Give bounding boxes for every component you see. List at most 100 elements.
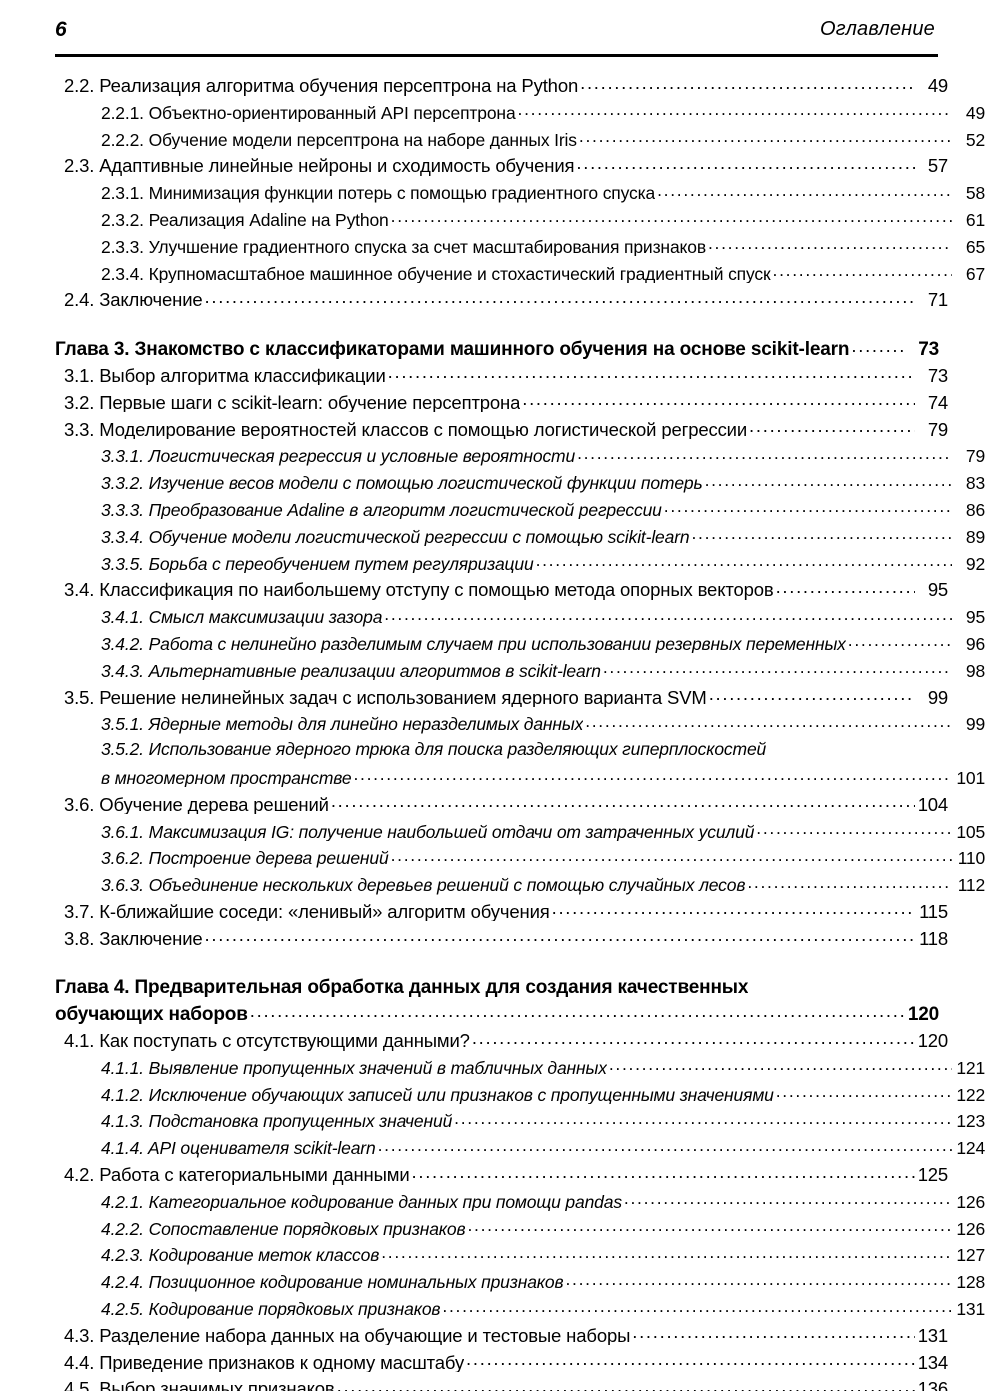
toc-entry[interactable]: 4.5. Выбор значимых признаков 136 xyxy=(55,1379,948,1391)
toc-entry[interactable]: 4.1.3. Подстановка пропущенных значений 1… xyxy=(55,1111,985,1138)
toc-entry-page-number: 73 xyxy=(927,365,948,386)
toc-entry-title: 3.3.1. Логистическая регрессия и условны… xyxy=(101,448,576,466)
toc-entry[interactable]: 3.4. Классификация по наибольшему отступ… xyxy=(55,580,948,607)
toc-entry[interactable]: обучающих наборов 120 xyxy=(55,1004,939,1031)
toc-entry[interactable]: 2.3.2. Реализация Adaline на Python 61 xyxy=(55,210,985,237)
dot-leader xyxy=(756,822,952,838)
toc-entry-page-number: 118 xyxy=(919,928,948,949)
toc-entry-title: 2.2. Реализация алгоритма обучения персе… xyxy=(64,77,579,96)
toc-entry[interactable]: 2.2.2. Обучение модели персептрона на на… xyxy=(55,130,985,157)
toc-entry-page-number: 136 xyxy=(917,1379,948,1391)
dot-leader xyxy=(749,420,915,436)
dot-leader xyxy=(205,929,915,945)
toc-entry-page-number: 98 xyxy=(965,660,985,681)
toc-entry[interactable]: 3.5.1. Ядерные методы для линейно неразд… xyxy=(55,714,985,741)
toc-entry-title: 4.2.1. Категориальное кодирование данных… xyxy=(101,1193,622,1212)
dot-leader xyxy=(388,366,915,382)
page-number: 6 xyxy=(55,18,67,41)
dot-leader xyxy=(454,1111,952,1127)
toc-entry[interactable]: 4.1.4. API оценивателя scikit-learn 124 xyxy=(55,1138,985,1165)
toc-entry[interactable]: 3.3.2. Изучение весов модели с помощью л… xyxy=(55,473,985,500)
dot-leader xyxy=(205,290,915,306)
toc-entry[interactable]: 2.2. Реализация алгоритма обучения персе… xyxy=(55,76,948,103)
toc-entry-page-number: 86 xyxy=(965,499,985,520)
toc-entry[interactable]: 4.1.1. Выявление пропущенных значений в … xyxy=(55,1058,985,1085)
toc-entry[interactable]: 3.2. Первые шаги с scikit-learn: обучени… xyxy=(55,393,948,420)
chapter-spacer xyxy=(55,956,939,978)
toc-entry[interactable]: 3.5.2. Использование ядерного трюка для … xyxy=(55,741,985,768)
toc-entry-page-number: 126 xyxy=(956,1191,985,1212)
toc-entry-title: 3.4.3. Альтернативные реализации алгорит… xyxy=(101,662,601,681)
toc-entry-title: 3.6.3. Объединение нескольких деревьев р… xyxy=(101,877,746,895)
dot-leader xyxy=(442,1299,952,1315)
toc-entry[interactable]: 2.3. Адаптивные линейные нейроны и сходи… xyxy=(55,156,948,183)
toc-entry-title: 3.3.4. Обучение модели логистической рег… xyxy=(101,528,690,547)
dot-leader xyxy=(624,1192,952,1208)
toc-entry-title: 4.1. Как поступать с отсутствующими данн… xyxy=(64,1032,470,1051)
toc-entry[interactable]: 4.2.2. Сопоставление порядковых признако… xyxy=(55,1219,985,1246)
toc-entry-title: 3.3. Моделирование вероятностей классов … xyxy=(64,420,748,440)
toc-entry[interactable]: 4.3. Разделение набора данных на обучающ… xyxy=(55,1326,948,1353)
toc-entry-page-number: 83 xyxy=(965,473,985,494)
toc-entry[interactable]: 3.6.1. Максимизация IG: получение наибол… xyxy=(55,822,985,849)
toc-entry[interactable]: 3.3. Моделирование вероятностей классов … xyxy=(55,420,948,447)
toc-entry[interactable]: 4.2.5. Кодирование порядковых признаков 1… xyxy=(55,1299,985,1326)
toc-entry[interactable]: 3.1. Выбор алгоритма классификации 73 xyxy=(55,366,948,393)
dot-leader xyxy=(565,1272,952,1288)
toc-entry[interactable]: 3.6. Обучение дерева решений 104 xyxy=(55,795,948,822)
toc-entry-page-number: 131 xyxy=(917,1325,948,1346)
toc-entry[interactable]: 3.4.2. Работа с нелинейно разделимым слу… xyxy=(55,634,985,661)
dot-leader xyxy=(776,1085,952,1101)
toc-entry-page-number: 74 xyxy=(927,392,948,413)
toc-entry[interactable]: 3.3.1. Логистическая регрессия и условны… xyxy=(55,446,985,473)
dot-leader xyxy=(747,875,952,891)
dot-leader xyxy=(518,103,952,119)
toc-entry[interactable]: 2.3.1. Минимизация функции потерь с помо… xyxy=(55,183,985,210)
dot-leader xyxy=(391,848,952,864)
toc-entry[interactable]: 2.3.3. Улучшение градиентного спуска за … xyxy=(55,237,985,264)
toc-entry[interactable]: 2.3.4. Крупномасштабное машинное обучени… xyxy=(55,264,985,291)
toc-entry[interactable]: 4.2.3. Кодирование меток классов 127 xyxy=(55,1245,985,1272)
toc-entry-title: 3.6. Обучение дерева решений xyxy=(64,795,329,815)
toc-entry[interactable]: 3.7. К-ближайшие соседи: «ленивый» алгор… xyxy=(55,902,948,929)
toc-entry[interactable]: 3.3.3. Преобразование Adaline в алгоритм… xyxy=(55,500,985,527)
dot-leader xyxy=(851,339,906,355)
toc-entry-title: 3.3.5. Борьба с переобучением путем регу… xyxy=(101,555,534,574)
toc-entry[interactable]: 3.6.2. Построение дерева решений 110 xyxy=(55,848,985,875)
toc-entry[interactable]: 4.1. Как поступать с отсутствующими данн… xyxy=(55,1031,948,1058)
toc-entry-page-number: 123 xyxy=(956,1111,985,1132)
dot-leader xyxy=(337,1379,915,1391)
toc-entry-page-number: 95 xyxy=(965,607,985,628)
toc-entry-page-number: 126 xyxy=(956,1218,985,1239)
toc-entry[interactable]: 3.4.3. Альтернативные реализации алгорит… xyxy=(55,661,985,688)
toc-entry[interactable]: 2.2.1. Объектно-ориентированный API перс… xyxy=(55,103,985,130)
toc-entry-title: 4.2.3. Кодирование меток классов xyxy=(101,1247,380,1265)
toc-entry-page-number: 65 xyxy=(965,236,985,257)
toc-entry[interactable]: 3.5. Решение нелинейных задач с использо… xyxy=(55,688,948,715)
toc-entry[interactable]: 3.3.5. Борьба с переобучением путем регу… xyxy=(55,554,985,581)
dot-leader xyxy=(552,902,915,918)
toc-entry-page-number: 120 xyxy=(917,1031,948,1052)
toc-entry-title: 2.2.2. Обучение модели персептрона на на… xyxy=(101,131,577,150)
toc-entry-title: 4.2.2. Сопоставление порядковых признако… xyxy=(101,1220,466,1239)
toc-entry-page-number: 115 xyxy=(919,901,948,922)
toc-entry[interactable]: 4.1.2. Исключение обучающих записей или … xyxy=(55,1085,985,1112)
toc-entry[interactable]: 4.2. Работа с категориальными данными 125 xyxy=(55,1165,948,1192)
toc-entry[interactable]: 4.2.4. Позиционное кодирование номинальн… xyxy=(55,1272,985,1299)
toc-entry[interactable]: 3.8. Заключение 118 xyxy=(55,929,948,956)
toc-entry[interactable]: 3.6.3. Объединение нескольких деревьев р… xyxy=(55,875,985,902)
toc-entry[interactable]: 2.4. Заключение 71 xyxy=(55,290,948,317)
toc-entry[interactable]: 3.4.1. Смысл максимизации зазора 95 xyxy=(55,607,985,634)
toc-entry-title: 2.3.1. Минимизация функции потерь с помо… xyxy=(101,185,656,203)
toc-entry-title: 4.1.2. Исключение обучающих записей или … xyxy=(101,1086,774,1105)
toc-chapter-entry[interactable]: Глава 4. Предварительная обработка данны… xyxy=(55,978,939,1005)
toc-entry-page-number: 134 xyxy=(917,1352,948,1373)
toc-entry[interactable]: 4.2.1. Категориальное кодирование данных… xyxy=(55,1192,985,1219)
toc-entry[interactable]: 4.4. Приведение признаков к одному масшт… xyxy=(55,1353,948,1380)
toc-entry[interactable]: в многомерном пространстве 101 xyxy=(55,768,985,795)
toc-entry[interactable]: 3.3.4. Обучение модели логистической рег… xyxy=(55,527,985,554)
dot-leader xyxy=(522,393,915,409)
toc-entry-page-number: 96 xyxy=(965,633,985,654)
dot-leader xyxy=(250,1004,906,1020)
toc-chapter-entry[interactable]: Глава 3. Знакомство с классификаторами м… xyxy=(55,339,939,366)
